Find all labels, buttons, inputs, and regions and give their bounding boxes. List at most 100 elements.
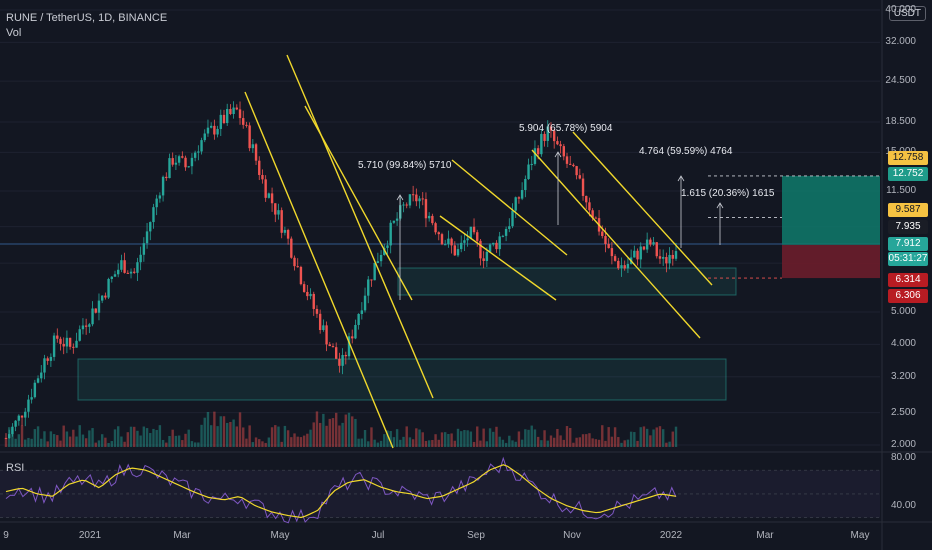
volume-bar xyxy=(325,425,328,447)
volume-bar xyxy=(104,437,107,447)
time-tick-label: 2022 xyxy=(659,530,683,541)
candle-body xyxy=(4,437,8,439)
volume-bar xyxy=(100,434,104,447)
candle-body xyxy=(177,156,181,163)
candle-body xyxy=(286,229,290,239)
measurement-label: 5.710 (99.84%) 5710 xyxy=(358,160,452,171)
candle-body xyxy=(283,229,287,233)
volume-bar xyxy=(469,431,473,447)
candlesticks xyxy=(4,101,678,440)
volume-bar xyxy=(562,439,565,447)
candle-body xyxy=(498,236,501,250)
symbol-title[interactable]: RUNE / TetherUS, 1D, BINANCE xyxy=(6,12,168,24)
volume-bar xyxy=(225,422,229,447)
price-label-badge: 9.587 xyxy=(888,203,928,217)
volume-bar xyxy=(338,425,341,447)
volume-bar xyxy=(530,425,533,447)
candle-body xyxy=(139,254,142,263)
volume-bar xyxy=(267,437,271,447)
candle-body xyxy=(171,158,174,165)
trend-line xyxy=(286,54,434,399)
volume-bar xyxy=(254,437,258,447)
candle-body xyxy=(463,240,466,243)
trend-line xyxy=(304,105,413,301)
candle-body xyxy=(443,244,447,246)
candle-body xyxy=(437,232,440,235)
volume-bar xyxy=(588,433,591,447)
candle-body xyxy=(117,269,120,275)
long-position-tool[interactable] xyxy=(708,175,880,279)
price-label-badge: 05:31:27 xyxy=(888,252,928,266)
volume-bar xyxy=(139,435,142,447)
candle-body xyxy=(20,415,24,418)
candle-body xyxy=(674,251,678,259)
volume-bar xyxy=(145,428,149,447)
candle-body xyxy=(200,140,203,152)
volume-bar xyxy=(460,431,463,447)
volume-bar xyxy=(168,435,171,447)
volume-bar xyxy=(117,426,120,447)
candle-body xyxy=(113,274,117,277)
volume-bar xyxy=(613,427,617,447)
candle-body xyxy=(245,124,248,126)
volume-bar xyxy=(633,432,636,447)
volume-bar xyxy=(56,435,59,447)
candle-body xyxy=(280,210,283,233)
candle-body xyxy=(62,343,65,347)
volume-bar xyxy=(318,422,322,447)
candle-body xyxy=(219,114,222,129)
volume-bar xyxy=(107,442,110,447)
volume-bar xyxy=(360,438,364,447)
candle-body xyxy=(88,324,91,327)
upper-support-zone xyxy=(397,267,737,296)
volume-bar xyxy=(508,435,511,447)
volume-bar xyxy=(556,428,559,447)
candle-body xyxy=(75,340,78,348)
candle-body xyxy=(405,204,408,206)
volume-bar xyxy=(517,431,521,447)
rsi-pane xyxy=(0,456,880,524)
candle-body xyxy=(479,240,482,259)
volume-bar xyxy=(113,429,117,447)
candle-body xyxy=(447,238,450,245)
price-label-badge: 6.314 xyxy=(888,273,928,287)
volume-bar xyxy=(488,428,492,447)
candle-body xyxy=(418,198,421,202)
candle-body xyxy=(24,411,27,418)
price-tick-label: 32.000 xyxy=(885,36,916,48)
volume-bar xyxy=(607,427,610,447)
volume-bar xyxy=(447,433,450,447)
volume-bar xyxy=(443,432,447,447)
candle-body xyxy=(546,126,549,141)
volume-bar xyxy=(620,442,623,447)
candle-body xyxy=(216,128,219,135)
volume-bar xyxy=(20,425,24,447)
measurement-label: 1.615 (20.36%) 1615 xyxy=(681,188,775,199)
candle-body xyxy=(363,295,367,311)
volume-bar xyxy=(668,441,671,447)
price-tick-label: 2.000 xyxy=(890,439,916,450)
candle-body xyxy=(524,179,527,191)
currency-button[interactable]: USDT xyxy=(888,6,926,21)
volume-bar xyxy=(222,416,226,447)
candle-body xyxy=(181,156,184,158)
candle-body xyxy=(312,293,315,309)
candle-body xyxy=(655,242,658,257)
volume-bar xyxy=(33,429,37,447)
volume-bar xyxy=(129,426,133,447)
volume-bar xyxy=(402,436,405,447)
time-tick-label: Sep xyxy=(467,530,485,541)
volume-bar xyxy=(200,424,203,447)
volume-bar xyxy=(283,425,287,447)
volume-label: Vol xyxy=(6,27,22,39)
volume-bar xyxy=(11,428,14,447)
volume-bar xyxy=(495,426,498,447)
candle-body xyxy=(187,166,190,168)
volume-bar xyxy=(649,435,652,447)
candle-body xyxy=(123,260,126,273)
candle-body xyxy=(578,175,582,179)
candle-body xyxy=(460,242,463,250)
time-tick-label: May xyxy=(850,530,870,541)
candle-body xyxy=(46,358,49,361)
